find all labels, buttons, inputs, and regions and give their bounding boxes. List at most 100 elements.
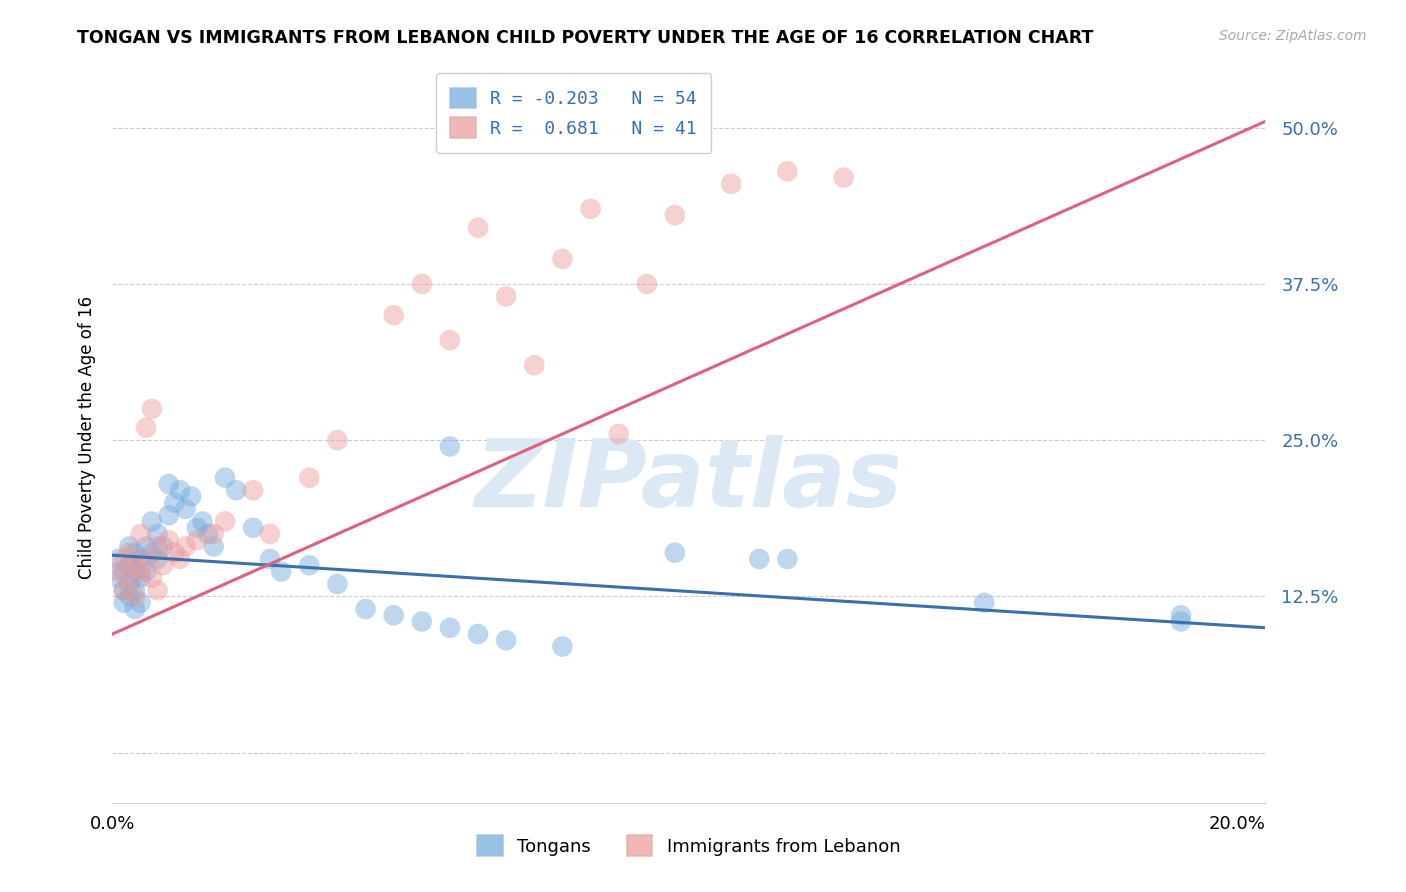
Point [141, 401, 163, 416]
Point [112, 596, 135, 610]
Point [197, 527, 219, 541]
Point [411, 277, 433, 291]
Point [141, 546, 163, 560]
Point [141, 515, 163, 529]
Point [467, 220, 489, 235]
Point [607, 426, 630, 441]
Point [225, 483, 247, 498]
Point [439, 333, 461, 347]
Point [107, 571, 129, 585]
Point [129, 552, 152, 566]
Point [636, 277, 658, 291]
Point [146, 583, 169, 598]
Point [298, 471, 321, 485]
Point [1170, 608, 1192, 623]
Point [776, 164, 799, 178]
Point [776, 552, 799, 566]
Point [129, 571, 152, 585]
Point [107, 565, 129, 579]
Point [523, 358, 546, 372]
Point [135, 540, 157, 554]
Point [354, 602, 377, 616]
Point [186, 533, 208, 548]
Point [163, 496, 186, 510]
Point [174, 540, 197, 554]
Point [157, 477, 180, 491]
Point [152, 540, 174, 554]
Point [129, 527, 152, 541]
Point [467, 627, 489, 641]
Point [124, 602, 146, 616]
Point [129, 596, 152, 610]
Point [157, 533, 180, 548]
Point [748, 552, 770, 566]
Point [411, 615, 433, 629]
Point [124, 583, 146, 598]
Point [202, 527, 225, 541]
Point [107, 552, 129, 566]
Point [973, 596, 995, 610]
Point [112, 565, 135, 579]
Point [124, 558, 146, 573]
Point [174, 502, 197, 516]
Point [118, 590, 141, 604]
Point [242, 521, 264, 535]
Point [259, 552, 281, 566]
Text: ZIPatlas: ZIPatlas [475, 435, 903, 527]
Point [270, 565, 292, 579]
Point [169, 552, 191, 566]
Point [118, 546, 141, 560]
Point [382, 308, 405, 322]
Point [298, 558, 321, 573]
Point [118, 558, 141, 573]
Point [551, 640, 574, 654]
Point [112, 583, 135, 598]
Point [326, 577, 349, 591]
Point [439, 440, 461, 454]
Point [141, 571, 163, 585]
Point [135, 565, 157, 579]
Point [124, 546, 146, 560]
Point [326, 434, 349, 448]
Point [169, 483, 191, 498]
Point [664, 546, 686, 560]
Point [129, 565, 152, 579]
Point [135, 552, 157, 566]
Point [146, 527, 169, 541]
Point [439, 621, 461, 635]
Point [152, 558, 174, 573]
Y-axis label: Child Poverty Under the Age of 16: Child Poverty Under the Age of 16 [77, 295, 96, 579]
Point [163, 546, 186, 560]
Legend: Tongans, Immigrants from Lebanon: Tongans, Immigrants from Lebanon [470, 828, 908, 863]
Point [124, 590, 146, 604]
Point [146, 540, 169, 554]
Point [112, 583, 135, 598]
Point [118, 571, 141, 585]
Point [720, 177, 742, 191]
Text: TONGAN VS IMMIGRANTS FROM LEBANON CHILD POVERTY UNDER THE AGE OF 16 CORRELATION : TONGAN VS IMMIGRANTS FROM LEBANON CHILD … [77, 29, 1094, 46]
Point [495, 633, 517, 648]
Point [214, 471, 236, 485]
Point [382, 608, 405, 623]
Point [186, 521, 208, 535]
Point [118, 577, 141, 591]
Point [118, 540, 141, 554]
Text: Source: ZipAtlas.com: Source: ZipAtlas.com [1219, 29, 1367, 43]
Point [259, 527, 281, 541]
Point [664, 208, 686, 222]
Point [495, 289, 517, 303]
Point [242, 483, 264, 498]
Point [146, 552, 169, 566]
Point [1170, 615, 1192, 629]
Point [135, 420, 157, 434]
Point [551, 252, 574, 266]
Point [157, 508, 180, 523]
Point [124, 565, 146, 579]
Point [180, 490, 202, 504]
Point [214, 515, 236, 529]
Point [832, 170, 855, 185]
Point [579, 202, 602, 216]
Point [191, 515, 214, 529]
Point [112, 552, 135, 566]
Point [202, 540, 225, 554]
